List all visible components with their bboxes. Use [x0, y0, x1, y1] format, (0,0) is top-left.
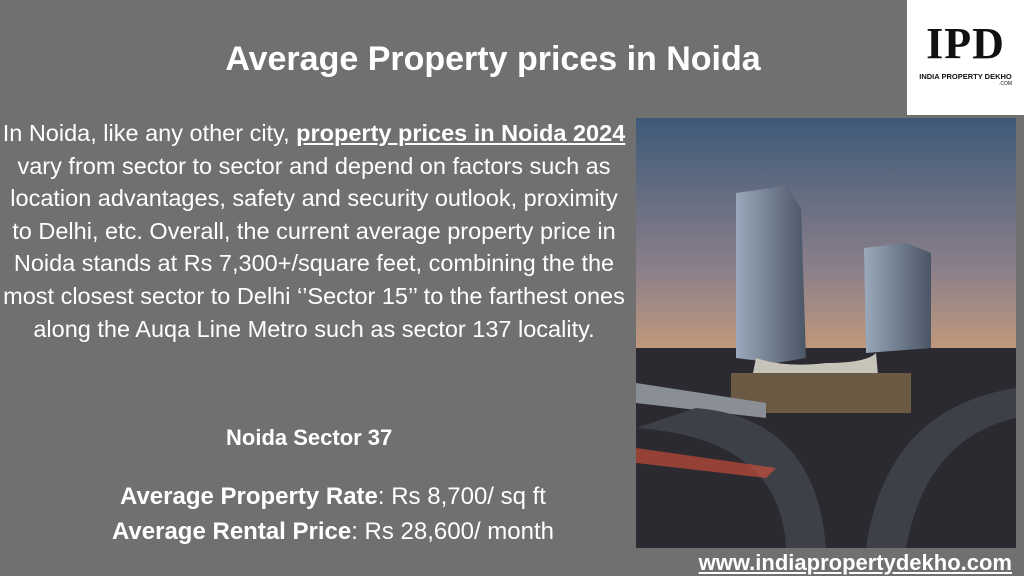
intro-text: vary from sector to sector and depend on…: [3, 152, 625, 342]
intro-link[interactable]: property prices in Noida 2024: [296, 120, 626, 146]
logo-mark: IPD: [926, 19, 1005, 68]
stat-value: : Rs 28,600/ month: [351, 518, 554, 545]
stat-row: Average Rental Price: Rs 28,600/ month: [0, 518, 666, 546]
stat-value: : Rs 8,700/ sq ft: [377, 483, 546, 510]
logo-name: INDIA PROPERTY DEKHO: [919, 72, 1012, 81]
website-link[interactable]: www.indiapropertydekho.com: [698, 550, 1012, 575]
title: Average Property prices in Noida: [225, 40, 761, 78]
stat-label: Average Rental Price: [111, 518, 352, 545]
stat-row: Average Property Rate: Rs 8,700/ sq ft: [0, 483, 666, 511]
intro-text: In Noida, like any other city,: [2, 120, 297, 146]
intro-paragraph: In Noida, like any other city, property …: [0, 117, 628, 345]
logo-suffix: .COM: [998, 81, 1012, 87]
sector-heading: Noida Sector 37: [226, 425, 393, 450]
stat-label: Average Property Rate: [120, 483, 378, 510]
photo: [636, 118, 1016, 548]
logo: IPD INDIA PROPERTY DEKHO .COM: [907, 0, 1024, 115]
